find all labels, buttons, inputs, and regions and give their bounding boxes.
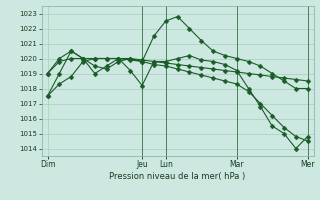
X-axis label: Pression niveau de la mer( hPa ): Pression niveau de la mer( hPa ): [109, 172, 246, 181]
